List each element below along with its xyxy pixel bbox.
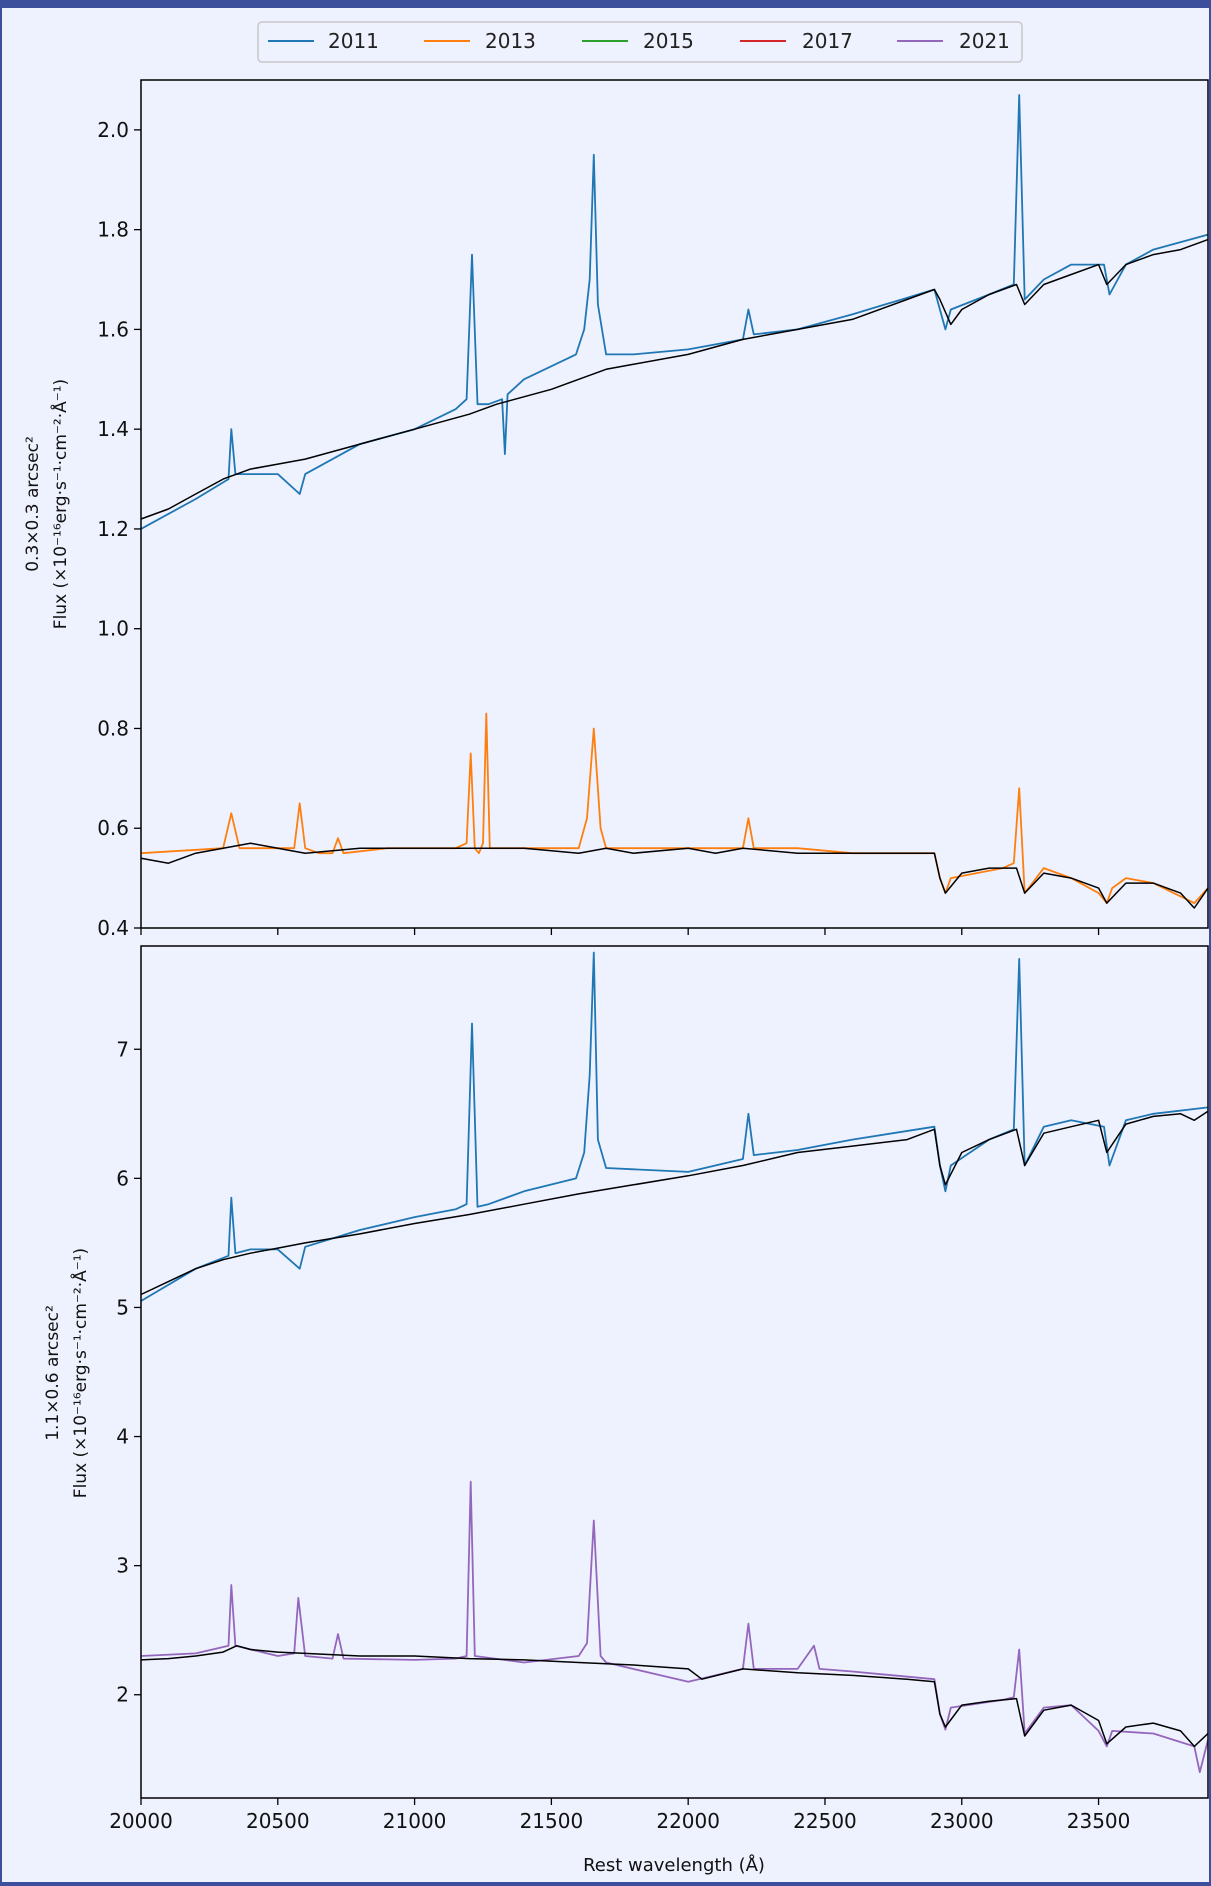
- series-line-2013: [140, 712, 1209, 904]
- y-tick-label: 1.6: [97, 317, 129, 341]
- y-tick-label: 3: [116, 1554, 129, 1578]
- y-tick-label: 0.6: [97, 816, 129, 840]
- y-tick-label: 1.2: [97, 517, 129, 541]
- y-tick-label: 0.4: [97, 916, 129, 940]
- legend: 2011 2013 2015 2017 2021: [257, 21, 1023, 63]
- x-tick-label: 22000: [656, 1809, 720, 1833]
- y-tick-label: 4: [116, 1425, 129, 1449]
- series-line-model: [140, 238, 1209, 520]
- series-line-model: [140, 1644, 1209, 1748]
- legend-label-2015: 2015: [643, 29, 694, 53]
- legend-label-2021: 2021: [959, 29, 1010, 53]
- y-tick-label: 2.0: [97, 118, 129, 142]
- series-line-model: [140, 842, 1209, 909]
- y-tick-label: 1.4: [97, 417, 129, 441]
- x-tick-label: 21000: [383, 1809, 447, 1833]
- top-panel-ylabel-flux: Flux (×10⁻¹⁶erg·s⁻¹·cm⁻²·Å⁻¹): [49, 379, 71, 629]
- x-tick-label: 21500: [520, 1809, 584, 1833]
- legend-label-2013: 2013: [485, 29, 536, 53]
- series-line-2021: [140, 1480, 1209, 1774]
- legend-box: [257, 21, 1023, 63]
- bottom-panel: 2 3 4 5 6 7 20000 20500 21000 21500 22000 22500 2300…: [43, 945, 1209, 1833]
- bottom-panel-ylabel-flux: Flux (×10⁻¹⁶erg·s⁻¹·cm⁻²·Å⁻¹): [69, 1248, 91, 1498]
- bottom-panel-ticks: 2 3 4 5 6 7 20000 20500 21000 21500 22000 22500 2300…: [109, 1037, 1130, 1833]
- x-tick-label: 22500: [793, 1809, 857, 1833]
- bottom-panel-frame: [140, 945, 1209, 1799]
- y-tick-label: 5: [116, 1295, 129, 1319]
- y-tick-label: 0.8: [97, 716, 129, 740]
- bottom-panel-data: [140, 951, 1209, 1774]
- legend-label-2011: 2011: [328, 29, 379, 53]
- figure-frame: 2011 2013 2015 2017 2021 0.4 0.6 0.8 1.0 1.2…: [2, 8, 1209, 1882]
- top-panel-ylabel-region: 0.3×0.3 arcsec²: [23, 436, 43, 572]
- series-line-model: [140, 1110, 1209, 1296]
- legend-label-2017: 2017: [802, 29, 853, 53]
- x-tick-label: 23000: [930, 1809, 994, 1833]
- bottom-panel-ylabel-region: 1.1×0.6 arcsec²: [43, 1305, 63, 1441]
- series-line-2011: [140, 951, 1209, 1302]
- y-tick-label: 1.0: [97, 617, 129, 641]
- x-tick-label: 20000: [109, 1809, 173, 1833]
- y-tick-label: 6: [116, 1166, 129, 1190]
- spectra-figure: 2011 2013 2015 2017 2021 0.4 0.6 0.8 1.0 1.2…: [23, 21, 1209, 1876]
- x-tick-label: 23500: [1067, 1809, 1131, 1833]
- top-panel-data: [140, 94, 1209, 909]
- y-tick-label: 7: [116, 1037, 129, 1061]
- top-panel-frame: [140, 79, 1209, 929]
- x-axis-label: Rest wavelength (Å): [583, 1854, 765, 1876]
- y-tick-label: 2: [116, 1683, 129, 1707]
- x-tick-label: 20500: [246, 1809, 310, 1833]
- top-panel-ticks: 0.4 0.6 0.8 1.0 1.2 1.4 1.6 1.8 2.0: [97, 118, 1100, 940]
- y-tick-label: 1.8: [97, 218, 129, 242]
- top-panel: 0.4 0.6 0.8 1.0 1.2 1.4 1.6 1.8 2.0 0.3×0.3 arcs…: [23, 79, 1209, 940]
- series-line-2011: [140, 94, 1209, 530]
